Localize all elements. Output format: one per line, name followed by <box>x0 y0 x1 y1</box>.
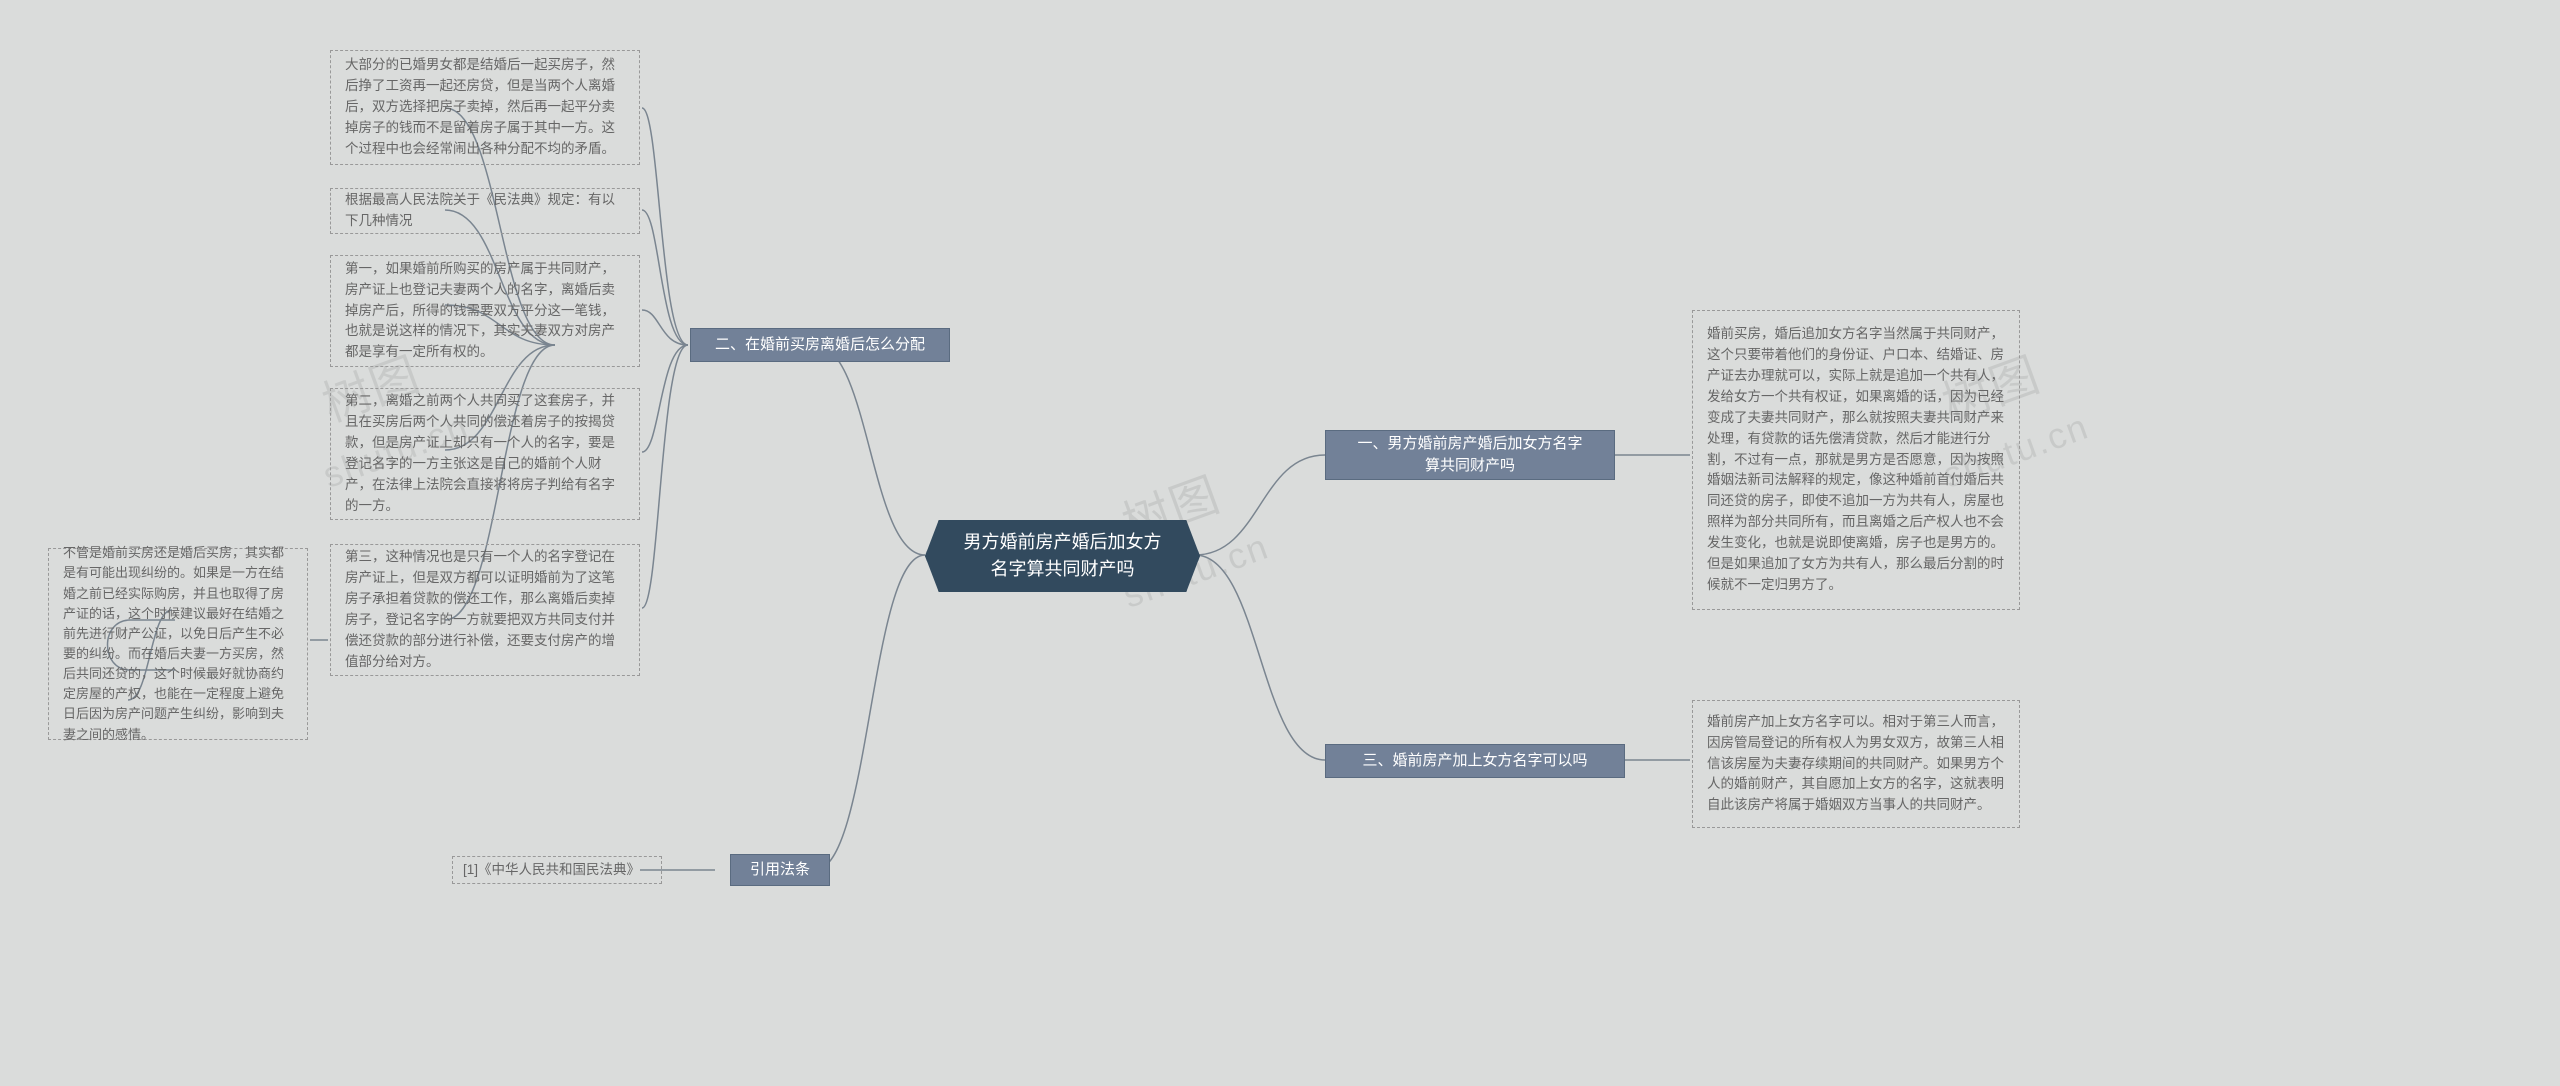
leaf-2f: 不管是婚前买房还是婚后买房，其实都是有可能出现纠纷的。如果是一方在结婚之前已经实… <box>48 548 308 740</box>
leaf-2d: 第二，离婚之前两个人共同买了这套房子，并且在买房后两个人共同的偿还着房子的按揭贷… <box>330 388 640 520</box>
leaf-4-text: [1]《中华人民共和国民法典》 <box>463 860 640 881</box>
branch-4-label: 引用法条 <box>750 859 810 882</box>
leaf-2c: 第一，如果婚前所购买的房产属于共同财产，房产证上也登记夫妻两个人的名字，离婚后卖… <box>330 255 640 367</box>
root-text: 男方婚前房产婚后加女方 名字算共同财产吗 <box>964 529 1162 583</box>
leaf-4: [1]《中华人民共和国民法典》 <box>452 856 662 884</box>
leaf-1-text: 婚前买房，婚后追加女方名字当然属于共同财产，这个只要带着他们的身份证、户口本、结… <box>1707 324 2005 596</box>
branch-2-label: 二、在婚前买房离婚后怎么分配 <box>715 334 925 357</box>
branch-4: 引用法条 <box>730 854 830 886</box>
branch-3-label: 三、婚前房产加上女方名字可以吗 <box>1362 750 1587 773</box>
leaf-2e-text: 第三，这种情况也是只有一个人的名字登记在房产证上，但是双方都可以证明婚前为了这笔… <box>345 547 625 673</box>
leaf-2e: 第三，这种情况也是只有一个人的名字登记在房产证上，但是双方都可以证明婚前为了这笔… <box>330 544 640 676</box>
branch-1-label: 一、男方婚前房产婚后加女方名字 算共同财产吗 <box>1357 433 1582 478</box>
root-node: 男方婚前房产婚后加女方 名字算共同财产吗 <box>925 520 1200 592</box>
leaf-2b: 根据最高人民法院关于《民法典》规定：有以下几种情况 <box>330 188 640 234</box>
leaf-3: 婚前房产加上女方名字可以。相对于第三人而言，因房管局登记的所有权人为男女双方，故… <box>1692 700 2020 828</box>
leaf-2c-text: 第一，如果婚前所购买的房产属于共同财产，房产证上也登记夫妻两个人的名字，离婚后卖… <box>345 259 625 364</box>
branch-1: 一、男方婚前房产婚后加女方名字 算共同财产吗 <box>1325 430 1615 480</box>
leaf-2a: 大部分的已婚男女都是结婚后一起买房子，然后挣了工资再一起还房贷，但是当两个人离婚… <box>330 50 640 165</box>
leaf-3-text: 婚前房产加上女方名字可以。相对于第三人而言，因房管局登记的所有权人为男女双方，故… <box>1707 712 2005 817</box>
leaf-2b-text: 根据最高人民法院关于《民法典》规定：有以下几种情况 <box>345 190 625 232</box>
leaf-2a-text: 大部分的已婚男女都是结婚后一起买房子，然后挣了工资再一起还房贷，但是当两个人离婚… <box>345 55 625 160</box>
leaf-1: 婚前买房，婚后追加女方名字当然属于共同财产，这个只要带着他们的身份证、户口本、结… <box>1692 310 2020 610</box>
leaf-2f-text: 不管是婚前买房还是婚后买房，其实都是有可能出现纠纷的。如果是一方在结婚之前已经实… <box>63 543 293 744</box>
branch-3: 三、婚前房产加上女方名字可以吗 <box>1325 744 1625 778</box>
branch-2: 二、在婚前买房离婚后怎么分配 <box>690 328 950 362</box>
leaf-2d-text: 第二，离婚之前两个人共同买了这套房子，并且在买房后两个人共同的偿还着房子的按揭贷… <box>345 391 625 517</box>
